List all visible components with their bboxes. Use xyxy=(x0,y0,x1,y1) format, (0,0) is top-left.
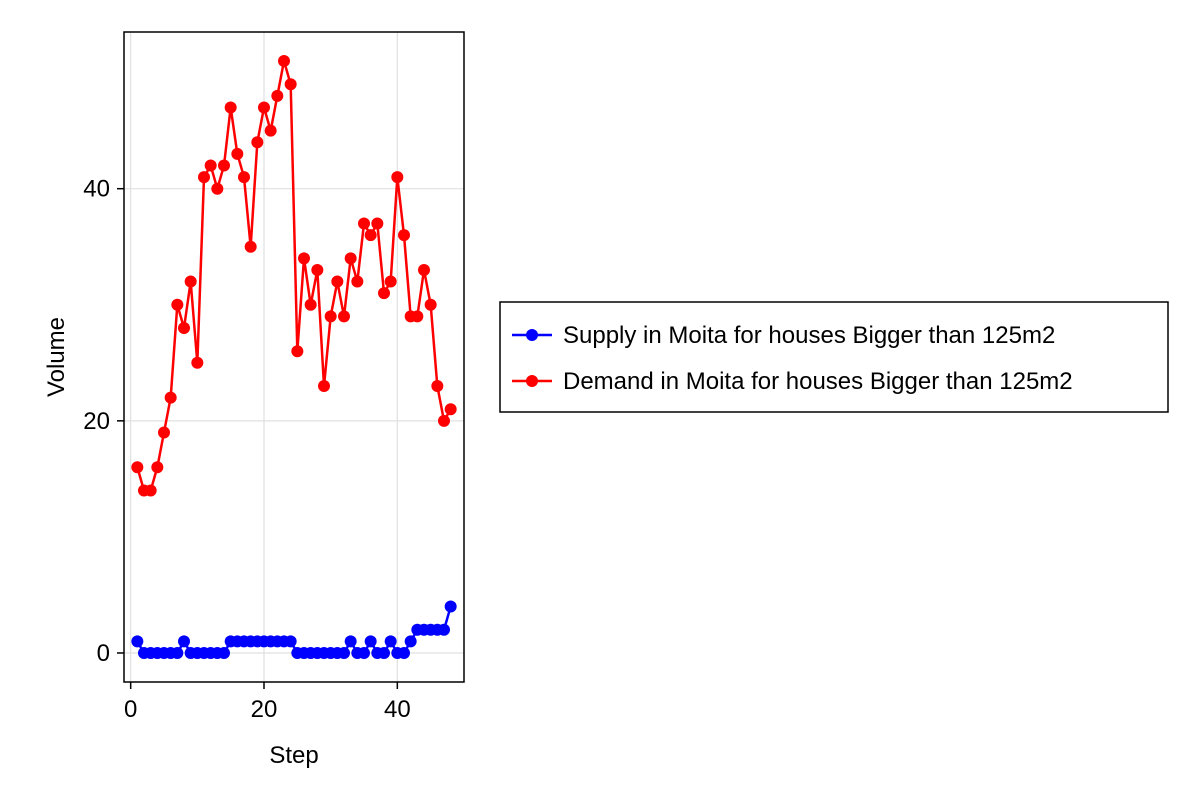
legend-box xyxy=(499,301,1169,413)
series-1-point xyxy=(438,414,450,427)
series-1-point xyxy=(184,275,197,288)
series-1-point xyxy=(224,101,237,114)
series-0-point xyxy=(178,635,190,648)
series-1-line xyxy=(136,59,452,492)
series-1-point xyxy=(418,263,430,276)
series-1-point xyxy=(371,217,384,230)
grid xyxy=(124,32,464,682)
legend-marker xyxy=(526,375,538,387)
series-1-point xyxy=(411,310,424,323)
series-0 xyxy=(131,600,457,659)
series-1-point xyxy=(251,136,264,149)
legend: Supply in Moita for houses Bigger than 1… xyxy=(499,301,1169,413)
series-1-point xyxy=(284,78,297,91)
series-1-point xyxy=(331,275,344,288)
series-1-point xyxy=(378,287,390,300)
series-1-point xyxy=(318,380,330,393)
series-layer xyxy=(131,55,457,659)
series-1-point xyxy=(278,55,290,68)
series-1-point xyxy=(151,461,164,474)
series-0-point xyxy=(284,635,297,648)
x-tick-label: 40 xyxy=(384,696,411,723)
series-1-point xyxy=(238,171,250,184)
y-tick-label: 0 xyxy=(97,640,110,667)
plot-frame xyxy=(123,31,465,683)
series-1-point xyxy=(264,124,277,137)
legend-label: Demand in Moita for houses Bigger than 1… xyxy=(563,368,1073,395)
x-axis-title: Step xyxy=(269,742,318,769)
series-0-point xyxy=(404,635,417,648)
series-0-point xyxy=(378,646,390,659)
series-1-point xyxy=(344,252,357,265)
series-1-point xyxy=(178,321,190,334)
series-1-point xyxy=(338,310,350,323)
y-tick-label: 20 xyxy=(83,408,110,435)
legend-marker xyxy=(526,329,538,341)
series-1-point xyxy=(144,484,157,497)
series-1-point xyxy=(291,345,304,358)
series-1-point xyxy=(258,101,270,114)
legend-label: Supply in Moita for houses Bigger than 1… xyxy=(563,322,1055,349)
series-1-point xyxy=(364,229,377,242)
series-0-point xyxy=(444,600,457,613)
series-1-point xyxy=(198,171,210,184)
series-0-point xyxy=(384,635,397,648)
series-1-point xyxy=(304,298,317,311)
series-1-point xyxy=(431,380,444,393)
series-0-point xyxy=(398,646,410,659)
series-0-point xyxy=(438,623,450,636)
series-1-point xyxy=(358,217,370,230)
y-axis-title: Volume xyxy=(43,317,70,397)
series-1-point xyxy=(164,391,177,404)
legend-entry-1: Demand in Moita for houses Bigger than 1… xyxy=(512,368,1073,395)
series-1-point xyxy=(298,252,310,265)
series-1-point xyxy=(231,147,244,160)
series-0-point xyxy=(364,635,377,648)
series-1-point xyxy=(271,89,284,102)
series-0-point xyxy=(358,646,370,659)
x-tick-label: 0 xyxy=(124,696,137,723)
series-1-point xyxy=(398,229,410,242)
series-0-point xyxy=(218,646,230,659)
series-1-point xyxy=(424,298,437,311)
series-1-point xyxy=(204,159,217,172)
series-1-point xyxy=(384,275,397,288)
series-1-point xyxy=(311,263,324,276)
series-1-point xyxy=(171,298,184,311)
series-0-point xyxy=(131,635,144,648)
series-1-point xyxy=(218,159,230,172)
series-1-point xyxy=(244,240,257,253)
series-0-point xyxy=(338,646,350,659)
series-1-point xyxy=(131,461,144,474)
x-tick-label: 20 xyxy=(251,696,278,723)
series-1-point xyxy=(324,310,337,323)
series-1-point xyxy=(211,182,224,195)
legend-entry-0: Supply in Moita for houses Bigger than 1… xyxy=(512,322,1055,349)
series-1-point xyxy=(191,356,204,369)
series-1-point xyxy=(351,275,364,288)
y-tick-label: 40 xyxy=(83,176,110,203)
series-1-point xyxy=(444,403,457,416)
series-1-point xyxy=(391,171,404,184)
series-0-point xyxy=(171,646,184,659)
series-1 xyxy=(131,55,457,497)
series-1-point xyxy=(158,426,170,439)
series-0-point xyxy=(344,635,357,648)
ticks: 0 20 40 0 20 40 xyxy=(83,176,410,723)
